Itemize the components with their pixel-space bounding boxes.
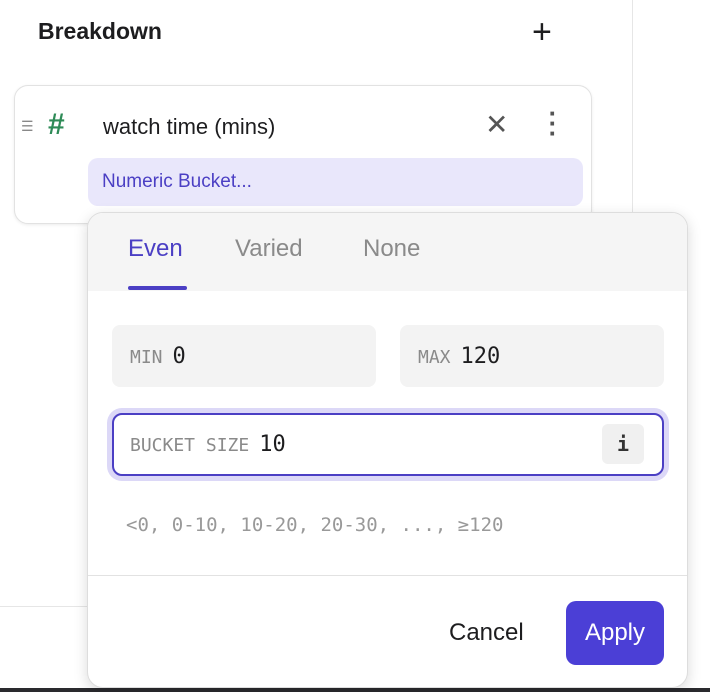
- breakdown-card: ☰ # watch time (mins) ✕ · · · Numeric Buck…: [14, 85, 592, 224]
- drag-handle-icon[interactable]: ☰: [21, 118, 34, 134]
- max-input[interactable]: MAX 120: [400, 325, 664, 387]
- info-icon[interactable]: i: [602, 424, 644, 464]
- bucket-size-label: BUCKET SIZE: [130, 435, 250, 456]
- divider: [88, 575, 687, 576]
- tab-even[interactable]: Even: [128, 235, 183, 262]
- field-name: watch time (mins): [103, 114, 276, 139]
- tab-bar: Even Varied None: [88, 213, 687, 291]
- bucket-size-value: 10: [259, 432, 286, 457]
- remove-button[interactable]: ✕: [485, 108, 508, 141]
- bucket-chip[interactable]: Numeric Bucket...: [88, 158, 583, 206]
- section-title: Breakdown: [38, 18, 162, 44]
- bottom-bar: [0, 688, 710, 692]
- min-value: 0: [172, 344, 186, 369]
- apply-button[interactable]: Apply: [566, 601, 664, 665]
- bucket-preview: <0, 0-10, 10-20, 20-30, ..., ≥120: [126, 514, 504, 536]
- active-tab-indicator: [128, 286, 187, 290]
- add-breakdown-button[interactable]: +: [532, 12, 552, 52]
- tab-varied[interactable]: Varied: [235, 235, 303, 262]
- bucket-popover: Even Varied None MIN 0 MAX 120 BUCKET SIZE…: [87, 212, 688, 688]
- max-label: MAX: [418, 347, 451, 368]
- hash-icon: #: [48, 108, 65, 141]
- bucket-size-input[interactable]: BUCKET SIZE 10 i: [112, 413, 664, 476]
- more-vertical-icon: · · ·: [548, 98, 558, 148]
- tab-none[interactable]: None: [363, 235, 421, 262]
- min-input[interactable]: MIN 0: [112, 325, 376, 387]
- plus-icon: +: [532, 13, 552, 51]
- divider: [0, 606, 90, 607]
- more-menu-button[interactable]: · · ·: [547, 100, 559, 146]
- min-label: MIN: [130, 347, 163, 368]
- max-value: 120: [460, 344, 501, 369]
- cancel-button[interactable]: Cancel: [449, 619, 524, 646]
- close-icon: ✕: [485, 109, 509, 140]
